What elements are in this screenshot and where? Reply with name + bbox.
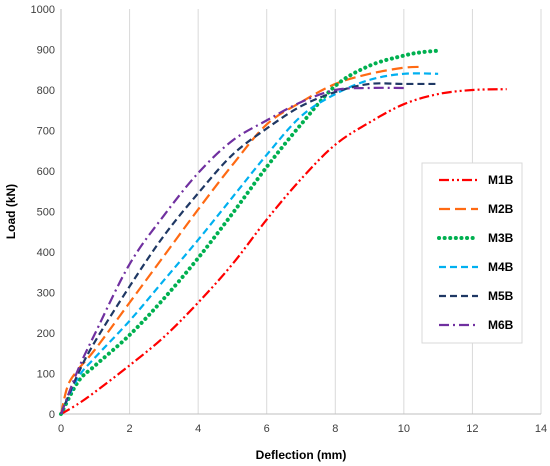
x-tick-labels: 0 2 4 6 8 10 12 14 (58, 423, 547, 435)
series-line-m4b (60, 72, 439, 415)
series-line-m2b (59, 65, 422, 415)
y-tick-label: 900 (37, 45, 55, 57)
y-tick-label: 700 (37, 126, 55, 138)
series-line-m5b (59, 82, 439, 415)
axes (60, 9, 541, 415)
y-tick-label: 0 (49, 409, 55, 421)
legend: M1B M2B M3B M4B M5B M6B (421, 162, 523, 344)
y-tick-label: 100 (37, 369, 55, 381)
x-tick-label: 4 (195, 423, 201, 435)
legend-label-m4b: M4B (488, 260, 514, 274)
series-line-m1b (60, 88, 507, 415)
x-axis-title: Deflection (mm) (256, 448, 347, 462)
x-tick-label: 2 (127, 423, 133, 435)
x-tick-label: 14 (535, 423, 547, 435)
x-tick-label: 8 (332, 423, 338, 435)
series-line-m3b (59, 48, 441, 416)
y-tick-label: 1000 (31, 4, 55, 16)
legend-label-m2b: M2B (488, 202, 514, 216)
legend-label-m6b: M6B (488, 318, 514, 332)
y-tick-label: 400 (37, 247, 55, 259)
y-axis-title: Load (kN) (4, 184, 18, 239)
y-tick-label: 500 (37, 207, 55, 219)
y-tick-label: 300 (37, 288, 55, 300)
plot-area (59, 48, 507, 416)
x-tick-label: 0 (58, 423, 64, 435)
y-tick-label: 200 (37, 328, 55, 340)
legend-label-m5b: M5B (488, 289, 514, 303)
series-line-m6b (59, 86, 404, 415)
x-tick-label: 12 (466, 423, 478, 435)
legend-box (421, 162, 523, 344)
legend-label-m3b: M3B (488, 231, 514, 245)
legend-label-m1b: M1B (488, 173, 514, 187)
x-tick-label: 10 (398, 423, 410, 435)
y-tick-label: 800 (37, 85, 55, 97)
y-tick-label: 600 (37, 166, 55, 178)
x-tick-label: 6 (264, 423, 270, 435)
y-tick-labels: 0 100 200 300 400 500 600 700 800 900 1000 (31, 4, 55, 421)
